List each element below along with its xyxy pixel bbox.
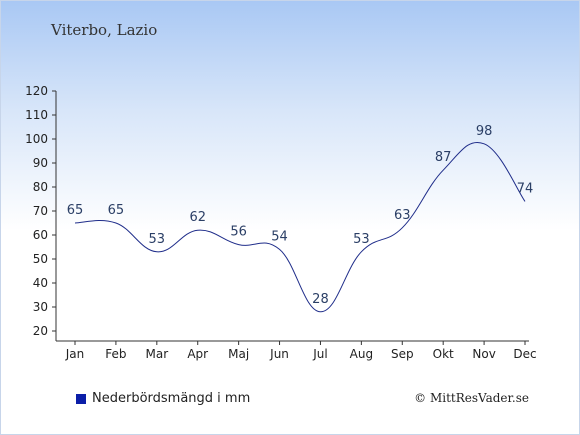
data-label: 63 <box>394 208 411 223</box>
series-line-precipitation <box>74 141 526 313</box>
tick-labels: 20 30 40 50 60 70 80 90 100 110 120 Jan Feb Mar Apr Maj… <box>25 84 537 361</box>
x-tick-label: Maj <box>228 347 249 361</box>
y-tick-label: 50 <box>33 252 48 266</box>
x-tick-label: Okt <box>433 347 454 361</box>
data-label: 53 <box>353 232 370 247</box>
axes <box>52 90 529 345</box>
x-tick-label: Jun <box>269 347 289 361</box>
data-label: 87 <box>435 150 452 165</box>
y-tick-label: 90 <box>33 156 48 170</box>
data-label: 98 <box>476 124 493 139</box>
data-label: 74 <box>517 181 534 196</box>
data-label: 53 <box>149 232 166 247</box>
x-tick-label: Mar <box>145 347 168 361</box>
data-labels: 65 65 53 62 56 54 28 53 63 87 98 74 <box>67 124 534 307</box>
x-tick-label: Sep <box>391 347 414 361</box>
chart-title: Viterbo, Lazio <box>51 21 158 39</box>
x-tick-label: Feb <box>105 347 126 361</box>
y-tick-label: 120 <box>25 84 48 98</box>
y-tick-label: 60 <box>33 228 48 242</box>
y-tick-label: 80 <box>33 180 48 194</box>
credit-text: © MittResVader.se <box>414 391 529 405</box>
y-tick-label: 40 <box>33 276 48 290</box>
data-label: 65 <box>67 203 84 218</box>
legend: Nederbördsmängd i mm <box>76 391 250 406</box>
x-tick-label: Jan <box>65 347 85 361</box>
data-label: 65 <box>108 203 125 218</box>
x-tick-label: Nov <box>472 347 495 361</box>
y-tick-label: 100 <box>25 132 48 146</box>
x-tick-label: Apr <box>187 347 208 361</box>
data-label: 54 <box>271 229 288 244</box>
data-label: 28 <box>312 292 329 307</box>
data-label: 56 <box>230 225 247 240</box>
x-tick-label: Jul <box>312 347 327 361</box>
x-tick-label: Dec <box>513 347 536 361</box>
legend-label: Nederbördsmängd i mm <box>92 391 251 406</box>
x-tick-label: Aug <box>350 347 373 361</box>
y-tick-label: 70 <box>33 204 48 218</box>
y-tick-label: 20 <box>33 324 48 338</box>
data-label: 62 <box>189 210 206 225</box>
legend-swatch <box>76 393 86 404</box>
y-tick-label: 110 <box>25 108 48 122</box>
y-tick-label: 30 <box>33 300 48 314</box>
